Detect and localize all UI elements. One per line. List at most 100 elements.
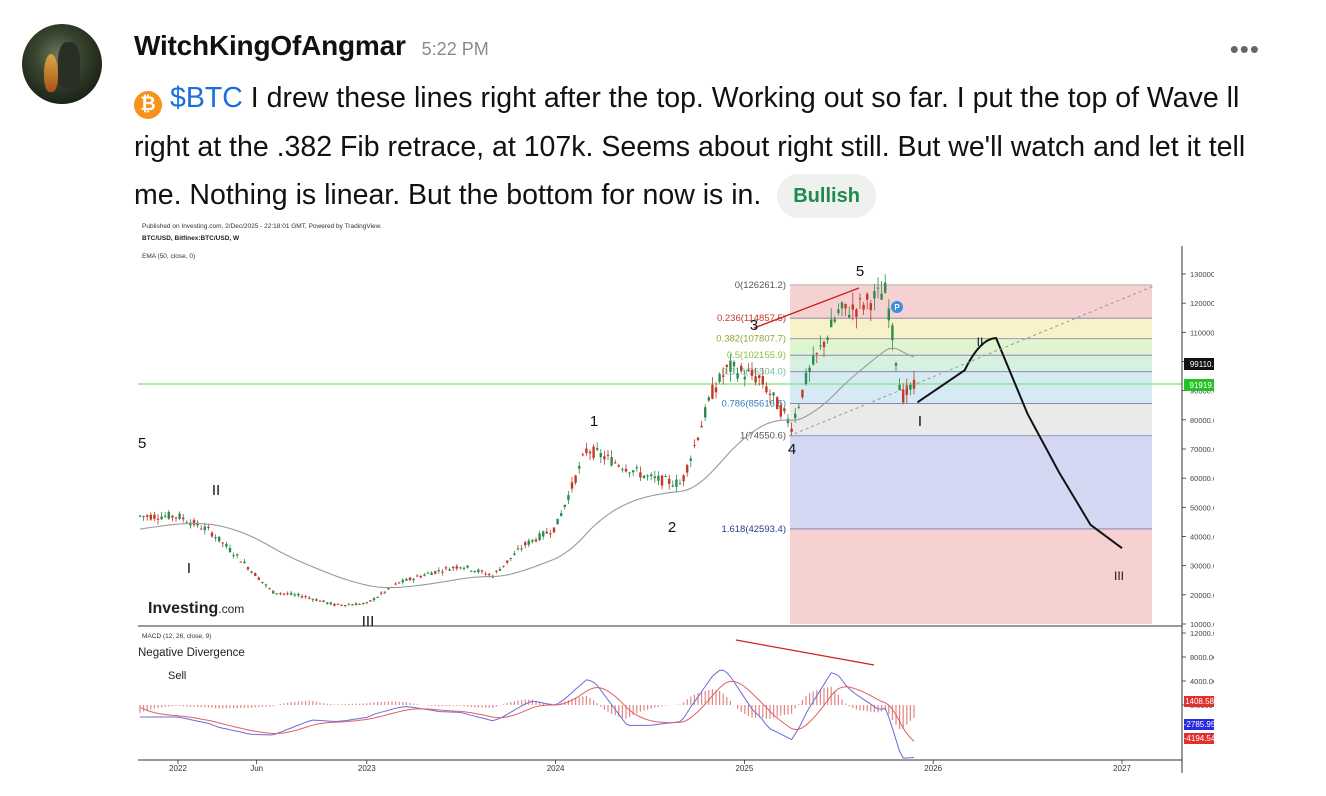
y-tick-label: 80000.0 (1190, 416, 1214, 425)
candle-body (430, 572, 433, 575)
fib-label: 1(74550.6) (740, 431, 786, 442)
candle-body (650, 474, 653, 477)
candle-body (801, 389, 804, 398)
timestamp[interactable]: 5:22 PM (421, 39, 489, 59)
published-text: Published on Investing.com, 2/Dec/2025 -… (142, 223, 382, 230)
macd-badge-1: 1408.5852 (1185, 697, 1214, 706)
cashtag-link[interactable]: $BTC (170, 82, 243, 114)
candle-body (531, 539, 534, 542)
more-options-icon[interactable]: ••• (1229, 34, 1260, 64)
candle-body (534, 539, 538, 542)
username[interactable]: WitchKingOfAngmar (134, 30, 406, 61)
candle-body (426, 572, 430, 574)
candle-body (837, 309, 840, 314)
ema-line (139, 347, 915, 589)
candle-body (372, 598, 376, 601)
candle-body (686, 465, 689, 473)
candle-body (869, 303, 872, 311)
candle-body (221, 542, 224, 544)
p-marker-text: P (894, 303, 900, 312)
candle-body (246, 567, 250, 570)
candle-body (700, 425, 703, 428)
candle-body (498, 568, 502, 571)
candle-body (322, 600, 325, 602)
macd-badge-3: -4194.5418 (1184, 734, 1214, 743)
candle-body (830, 319, 833, 328)
candle-body (300, 596, 304, 598)
candle-body (484, 573, 487, 575)
candle-body (182, 517, 185, 520)
candle-body (164, 515, 167, 517)
candle-body (232, 555, 235, 557)
candle-body (542, 531, 545, 537)
candle-body (758, 375, 761, 379)
wave-label: 5 (138, 435, 146, 452)
divergence-trendline (753, 287, 860, 329)
macd-tick-label: 12000.0000 (1190, 629, 1214, 638)
fib-zone (790, 284, 1152, 319)
candle-body (315, 599, 318, 601)
candle-body (664, 476, 667, 478)
candle-body (340, 604, 343, 606)
price-badge-1-bg (1184, 358, 1214, 370)
candle-body (250, 571, 253, 573)
candle-body (387, 587, 390, 590)
y-tick-label: 110000.0 (1190, 328, 1214, 337)
candle-body (646, 475, 649, 477)
candle-body (635, 467, 638, 469)
candle-body (736, 373, 739, 379)
candle-body (671, 485, 674, 487)
candle-body (228, 547, 232, 553)
candle-body (596, 447, 599, 450)
fib-zone (790, 338, 1152, 356)
avatar[interactable] (22, 24, 102, 104)
candle-body (405, 578, 408, 581)
wave-label: 1 (590, 413, 598, 430)
candle-body (225, 543, 228, 547)
candle-body (513, 553, 516, 556)
candle-body (174, 517, 178, 519)
candle-body (794, 413, 797, 419)
candle-body (282, 593, 286, 595)
candle-body (614, 462, 617, 464)
candle-body (257, 577, 260, 580)
macd-tick-label: 8000.0000 (1190, 653, 1214, 662)
wave-label: I (918, 413, 922, 430)
candle-body (441, 571, 444, 573)
candle-body (552, 527, 556, 533)
investing-logo: Investing.com (148, 600, 244, 617)
candle-body (210, 532, 214, 537)
candle-body (329, 602, 332, 605)
macd-line (140, 669, 915, 759)
candle-body (142, 516, 145, 518)
y-tick-label: 60000.0 (1190, 474, 1214, 483)
candle-body (660, 475, 664, 486)
candle-body (653, 476, 656, 479)
candle-body (790, 428, 793, 432)
chart-image[interactable]: Published on Investing.com, 2/Dec/2025 -… (134, 218, 1214, 778)
candle-body (538, 533, 541, 541)
fib-zone (790, 528, 1152, 624)
candle-body (783, 408, 786, 412)
candle-body (678, 483, 682, 485)
y-tick-label: 130000.0 (1190, 270, 1214, 279)
candle-body (556, 518, 559, 525)
candle-body (160, 516, 163, 520)
candles (138, 274, 916, 608)
candle-body (682, 475, 685, 482)
x-tick-label: 2022 (169, 764, 187, 773)
candle-body (214, 537, 217, 539)
candle-body (279, 593, 282, 595)
candle-body (326, 602, 329, 604)
candle-body (351, 604, 354, 606)
avatar-flame-shape (44, 54, 58, 92)
fib-label: 0.382(107807.7) (716, 334, 786, 345)
candle-body (610, 457, 613, 466)
candle-body (826, 337, 829, 341)
post-header: WitchKingOfAngmar 5:22 PM (134, 30, 489, 62)
candle-body (156, 518, 160, 520)
candle-body (336, 603, 340, 605)
candle-body (866, 293, 869, 300)
wave-label: 5 (856, 263, 864, 280)
candle-body (563, 504, 566, 507)
